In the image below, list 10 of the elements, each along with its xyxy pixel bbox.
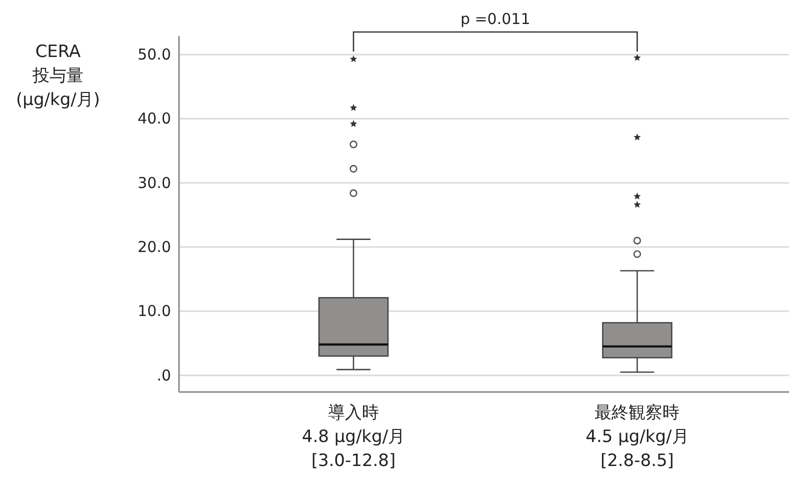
y-tick-label: .0 [156,366,171,384]
text: p =0.011 [460,10,530,28]
x-tick-label: 導入時 4.8 μg/kg/月 [3.0-12.8] [302,403,406,471]
y-tick-label: 10.0 [138,302,171,320]
y-tick-label: 30.0 [138,174,171,192]
y-tick-label: 50.0 [138,46,171,64]
x-tick-label: 最終観察時 4.5 μg/kg/月 [2.8-8.5] [586,403,689,471]
y-tick-label: 40.0 [138,110,171,128]
y-axis-title: CERA 投与量 (μg/kg/月) [16,42,100,110]
y-tick-label: 20.0 [138,238,171,256]
